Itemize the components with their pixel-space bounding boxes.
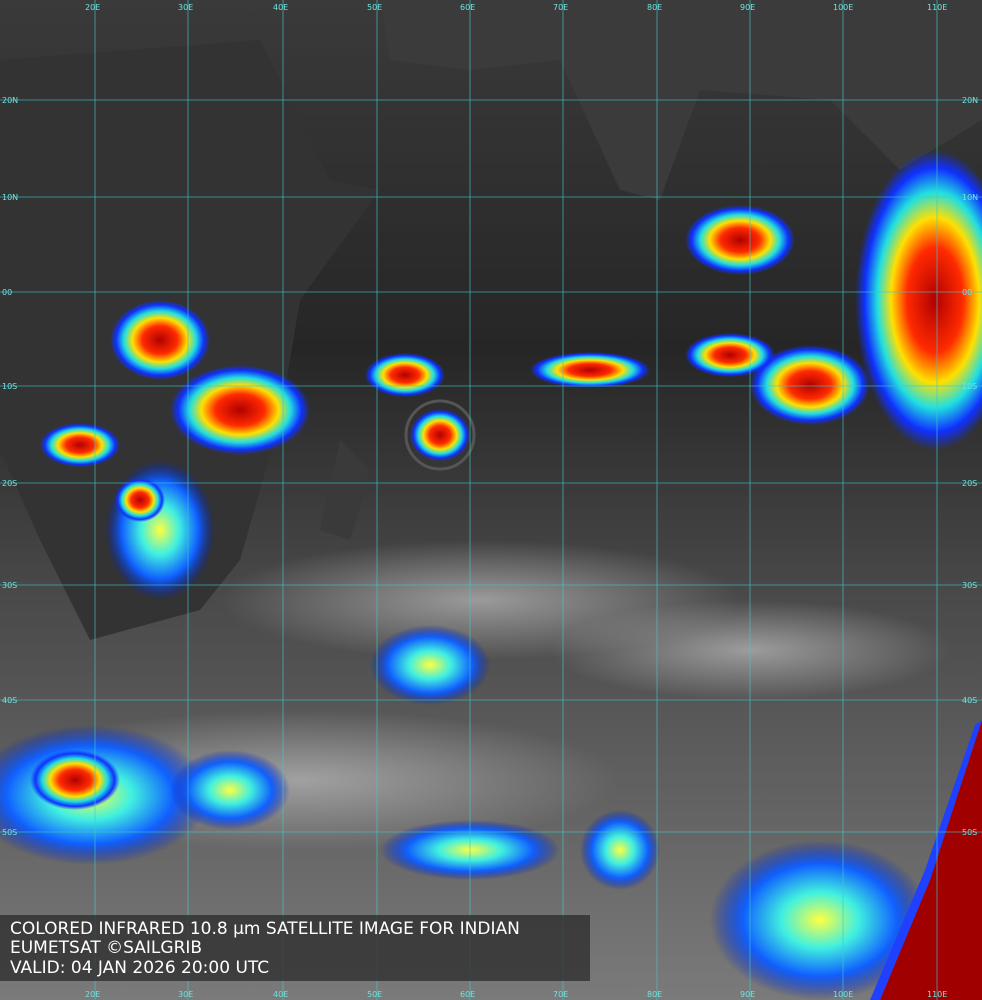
lat-label-right: 40S	[962, 696, 977, 705]
lon-label-bottom: 80E	[647, 990, 662, 999]
lon-label-top: 90E	[740, 3, 755, 12]
lon-label-top: 40E	[273, 3, 288, 12]
lat-label-left: 40S	[2, 696, 17, 705]
lon-label-bottom: 50E	[367, 990, 382, 999]
lat-label-right: 30S	[962, 581, 977, 590]
storm-cell	[855, 150, 982, 450]
lon-label-bottom: 110E	[927, 990, 947, 999]
lat-label-left: 20N	[2, 96, 18, 105]
lon-label-bottom: 70E	[553, 990, 568, 999]
caption-line: VALID: 04 JAN 2026 20:00 UTC	[10, 958, 269, 978]
caption-box	[0, 915, 590, 981]
lon-label-bottom: 60E	[460, 990, 475, 999]
lon-label-bottom: 40E	[273, 990, 288, 999]
cyclone	[410, 409, 470, 461]
edge-band	[870, 720, 982, 1000]
lat-label-right: 00	[962, 288, 972, 297]
storm-cell	[40, 423, 120, 467]
asia-land	[0, 0, 982, 200]
caption-line: EUMETSAT ©SAILGRIB	[10, 938, 202, 958]
lat-label-left: 00	[2, 288, 12, 297]
lat-label-left: 10S	[2, 382, 17, 391]
storm-cell	[110, 300, 210, 380]
lon-label-top: 60E	[460, 3, 475, 12]
edge-of-disk	[880, 720, 982, 1000]
cloud-band	[105, 460, 215, 600]
lon-label-bottom: 30E	[178, 990, 193, 999]
lon-label-top: 110E	[927, 3, 947, 12]
lon-label-top: 80E	[647, 3, 662, 12]
lon-label-bottom: 20E	[85, 990, 100, 999]
cyclone-ring	[404, 399, 476, 471]
cloud-band	[170, 750, 290, 830]
cloud-band	[370, 625, 490, 705]
storm-cell	[685, 333, 775, 377]
cloud-band	[580, 810, 660, 890]
lat-label-right: 20S	[962, 479, 977, 488]
lat-label-right: 10N	[962, 193, 978, 202]
storm-cell	[30, 750, 120, 810]
lat-label-left: 10N	[2, 193, 18, 202]
lon-label-top: 30E	[178, 3, 193, 12]
lon-label-top: 100E	[833, 3, 853, 12]
storm-cell	[530, 352, 650, 388]
lat-label-right: 20N	[962, 96, 978, 105]
lat-label-left: 20S	[2, 479, 17, 488]
lat-label-right: 10S	[962, 382, 977, 391]
storm-cell	[170, 365, 310, 455]
lat-label-left: 50S	[2, 828, 17, 837]
cloud-band	[710, 840, 930, 1000]
lon-label-top: 70E	[553, 3, 568, 12]
lon-label-top: 20E	[85, 3, 100, 12]
storm-cell	[115, 478, 165, 522]
storm-cell	[685, 205, 795, 275]
lat-label-left: 30S	[2, 581, 17, 590]
lon-label-bottom: 90E	[740, 990, 755, 999]
lon-label-top: 50E	[367, 3, 382, 12]
storm-cell	[750, 345, 870, 425]
lat-label-right: 50S	[962, 828, 977, 837]
madagascar	[320, 440, 370, 540]
lon-label-bottom: 100E	[833, 990, 853, 999]
caption-line: COLORED INFRARED 10.8 μm SATELLITE IMAGE…	[10, 919, 520, 939]
